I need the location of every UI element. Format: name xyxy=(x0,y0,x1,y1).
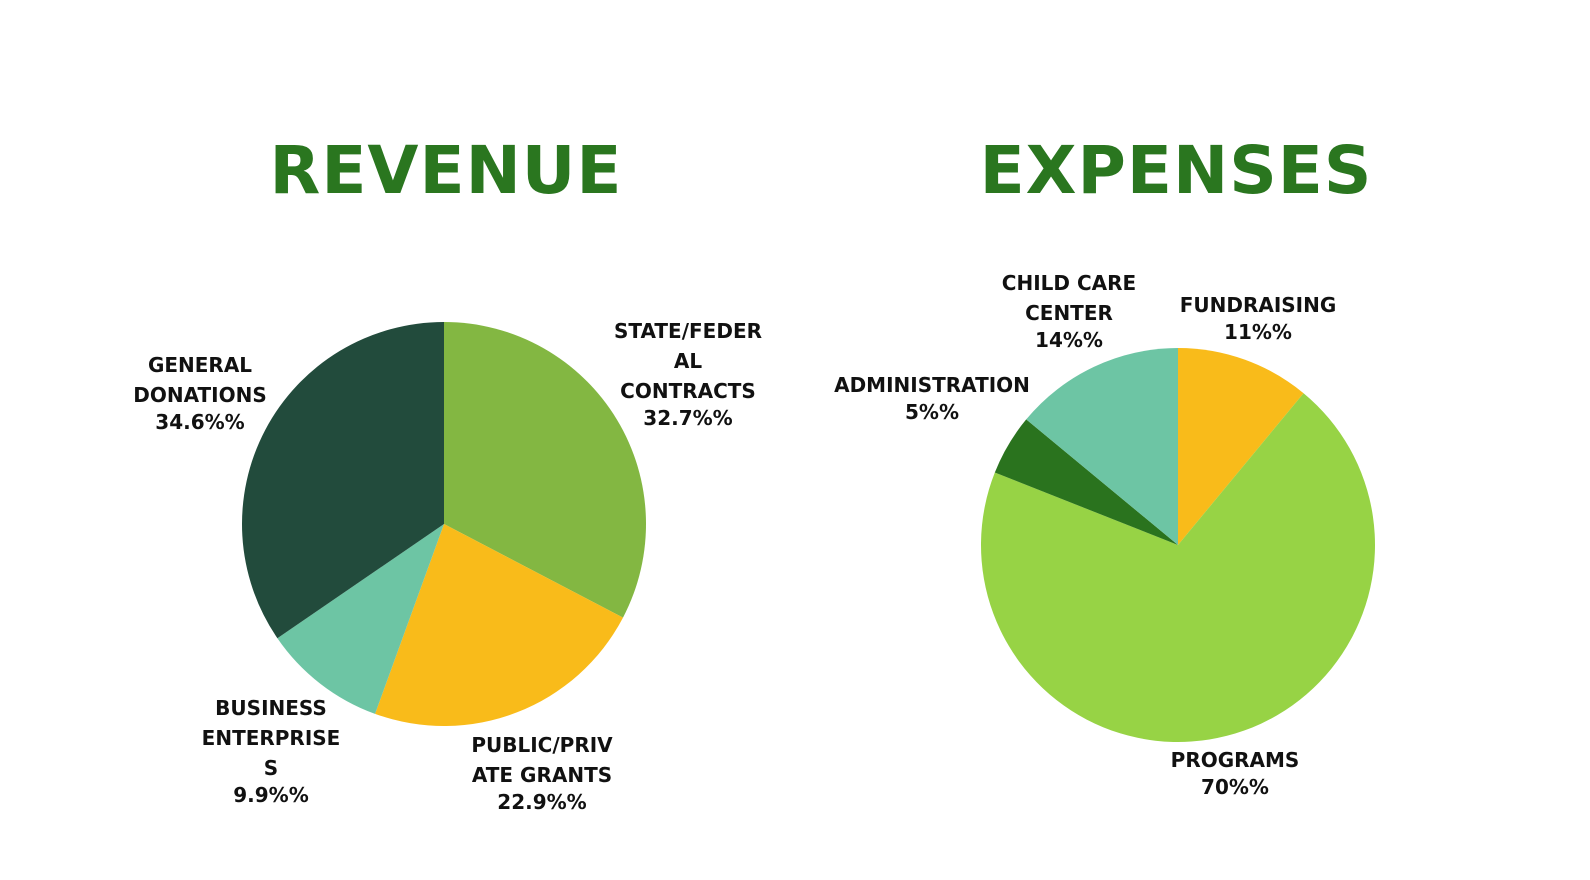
slice-label-text: CENTER xyxy=(1025,301,1113,325)
expenses-chart-title: EXPENSES xyxy=(979,132,1373,209)
slice-percent-label: 5%% xyxy=(905,400,959,424)
expenses-label-programs: PROGRAMS 70%% xyxy=(1171,745,1300,799)
expenses-slice-administration xyxy=(994,419,1178,545)
slice-label-text: AL xyxy=(673,349,703,373)
slice-label-text: BUSINESS xyxy=(215,696,327,720)
expenses-slice-fundraising xyxy=(1178,348,1304,545)
revenue-label-state-federalcontracts: STATE/FEDER AL CONTRACTS 32.7%% xyxy=(614,316,762,430)
slice-label-text: CHILD CARE xyxy=(1001,271,1137,295)
revenue-slice-public-private-grants xyxy=(375,524,624,727)
slice-label-text: CONTRACTS xyxy=(620,379,756,403)
revenue-slice-businessenterprises xyxy=(277,524,444,714)
slice-percent-label: 32.7%% xyxy=(643,406,733,430)
revenue-label-generaldonations: GENERAL DONATIONS 34.6%% xyxy=(133,350,267,434)
slice-label-text: PUBLIC/PRIV xyxy=(471,733,613,757)
revenue-chart-title: REVENUE xyxy=(269,132,623,209)
slice-label-text: ATE GRANTS xyxy=(471,763,613,787)
slice-percent-label: 14%% xyxy=(1035,328,1103,352)
slice-label-text: FUNDRAISING xyxy=(1179,293,1337,317)
revenue-slice-generaldonations xyxy=(241,322,444,639)
expenses-slice-child-carecenter xyxy=(1026,348,1178,545)
slice-label-text: PROGRAMS xyxy=(1170,748,1300,772)
slice-percent-label: 70%% xyxy=(1201,775,1269,799)
slice-label-text: S xyxy=(263,756,279,780)
slice-label-text: DONATIONS xyxy=(133,383,267,407)
slice-percent-label: 34.6%% xyxy=(155,410,245,434)
slice-percent-label: 9.9%% xyxy=(233,783,309,807)
expenses-label-child-carecenter: CHILD CARE CENTER 14%% xyxy=(1002,268,1136,352)
revenue-label-public-private-grants: PUBLIC/PRIV ATE GRANTS 22.9%% xyxy=(471,730,612,814)
slice-label-text: ENTERPRISE xyxy=(201,726,341,750)
expenses-label-fundraising: FUNDRAISING 11%% xyxy=(1180,290,1337,344)
slice-label-text: STATE/FEDER xyxy=(613,319,763,343)
revenue-label-businessenterprises: BUSINESS ENTERPRISE S 9.9%% xyxy=(202,693,341,807)
revenue-slice-state-federalcontracts xyxy=(444,322,646,618)
expenses-label-administration: ADMINISTRATION 5%% xyxy=(834,370,1030,424)
slice-percent-label: 11%% xyxy=(1224,320,1292,344)
expenses-slice-programs xyxy=(980,393,1375,743)
slice-label-text: ADMINISTRATION xyxy=(834,373,1030,397)
slice-label-text: GENERAL xyxy=(147,353,253,377)
slice-percent-label: 22.9%% xyxy=(497,790,587,814)
